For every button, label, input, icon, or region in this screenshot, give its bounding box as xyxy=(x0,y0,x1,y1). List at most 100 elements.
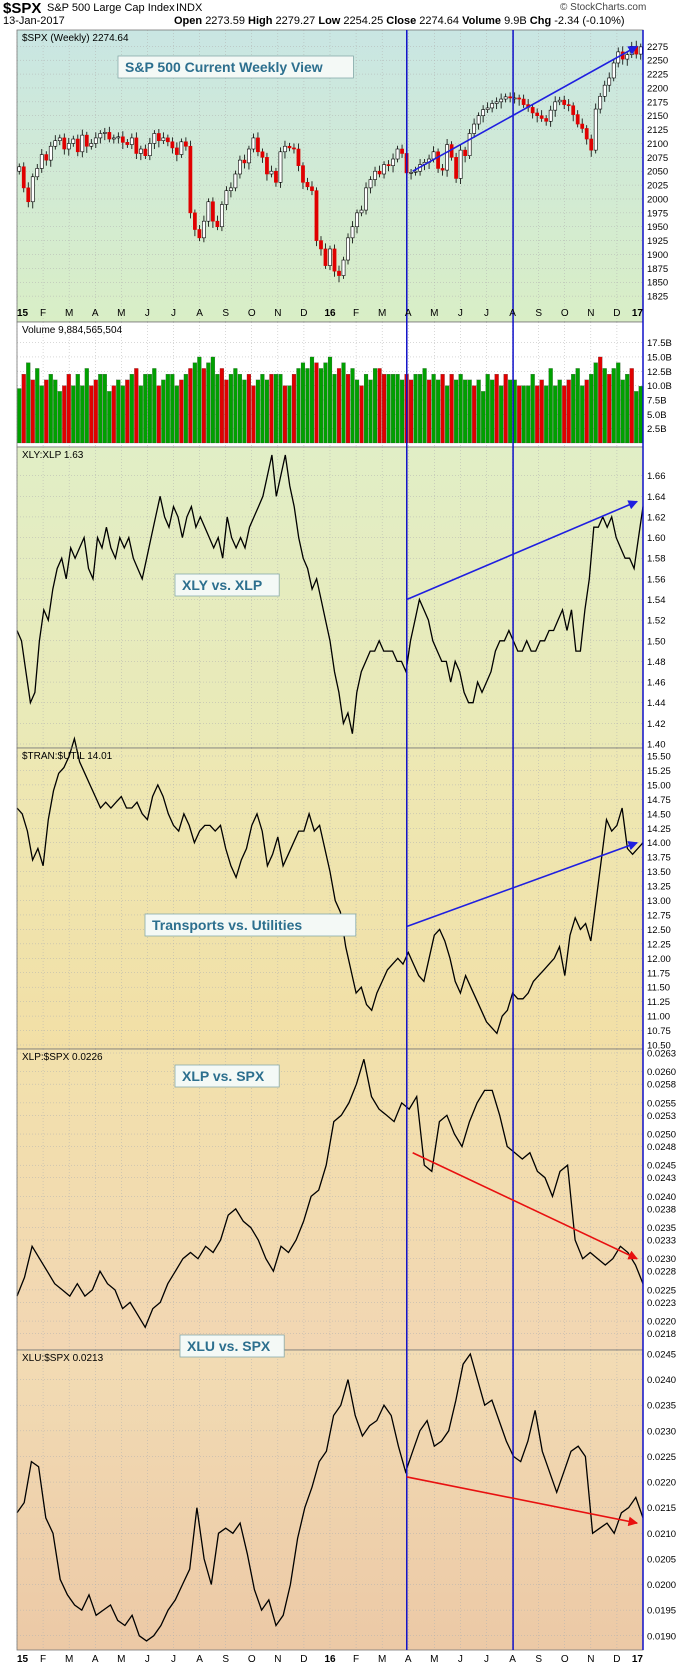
candle xyxy=(571,105,576,115)
candle xyxy=(229,187,233,191)
y-tick-label: 14.50 xyxy=(647,809,671,820)
y-tick-label: 0.0250 xyxy=(647,1130,676,1141)
y-tick-label: 0.0235 xyxy=(647,1401,676,1412)
candle xyxy=(134,137,139,154)
candle xyxy=(377,170,382,175)
candle xyxy=(463,149,467,156)
price-legend: $SPX (Weekly) 2274.64 xyxy=(22,33,129,44)
candle xyxy=(197,229,202,239)
candle xyxy=(337,270,341,276)
candle xyxy=(521,98,526,105)
x-tick-label: J xyxy=(484,308,489,319)
y-tick-label: 1950 xyxy=(647,222,668,233)
y-tick-label: 1.52 xyxy=(647,616,666,627)
x-tick-label: J xyxy=(171,1654,176,1665)
candle xyxy=(175,147,179,155)
y-tick-label: 2025 xyxy=(647,181,668,192)
y-tick-label: 0.0225 xyxy=(647,1452,676,1463)
x-tick-label: M xyxy=(65,308,73,319)
volume-bar xyxy=(129,374,134,444)
candle xyxy=(409,172,413,174)
y-tick-label: 0.0263 xyxy=(647,1049,676,1060)
y-tick-label: 2200 xyxy=(647,83,668,94)
candle xyxy=(193,212,197,230)
candle xyxy=(170,141,175,149)
annotation-label: XLP vs. SPX xyxy=(182,1068,265,1084)
y-tick-label: 0.0230 xyxy=(647,1254,676,1265)
x-tick-label: N xyxy=(587,308,594,319)
volume-bar xyxy=(138,385,143,444)
y-tick-label: 1850 xyxy=(647,278,668,289)
candle xyxy=(355,212,359,228)
x-tick-label: N xyxy=(587,1654,594,1665)
y-tick-label: 0.0223 xyxy=(647,1298,676,1309)
y-tick-label: 12.75 xyxy=(647,910,671,921)
y-tick-label: 2.5B xyxy=(647,424,667,435)
volume-bar xyxy=(584,379,589,444)
x-tick-label: D xyxy=(300,1654,307,1665)
volume-bar xyxy=(616,362,621,444)
volume-bar xyxy=(580,385,585,444)
y-tick-label: 15.00 xyxy=(647,780,671,791)
y-tick-label: 1.54 xyxy=(647,595,666,606)
candle xyxy=(440,168,445,171)
watermark: © StockCharts.com xyxy=(560,2,647,13)
volume-bar xyxy=(445,385,450,444)
candle xyxy=(211,201,215,222)
volume-bar xyxy=(210,356,215,444)
volume-bar xyxy=(35,368,40,444)
candle xyxy=(346,237,350,261)
y-tick-label: 13.00 xyxy=(647,896,671,907)
candle xyxy=(436,151,440,169)
volume-bar xyxy=(170,374,175,444)
volume-bar xyxy=(553,385,558,444)
candle xyxy=(413,170,418,173)
candle xyxy=(75,138,80,153)
y-tick-label: 12.5B xyxy=(647,367,672,378)
candle xyxy=(17,166,22,172)
volume-bar xyxy=(345,374,351,444)
y-tick-label: 0.0218 xyxy=(647,1329,676,1340)
candle xyxy=(575,114,580,125)
candle xyxy=(368,179,373,189)
candle xyxy=(265,157,269,175)
y-tick-label: 15.50 xyxy=(647,752,671,763)
x-tick-label: 16 xyxy=(324,1654,336,1665)
y-tick-label: 0.0220 xyxy=(647,1317,676,1328)
volume-bar xyxy=(557,379,562,444)
volume-bar xyxy=(526,385,531,444)
volume-bar xyxy=(336,368,342,444)
volume-bar xyxy=(327,356,333,444)
volume-bar xyxy=(44,379,49,444)
trendline-arrow xyxy=(412,45,638,172)
volume-bar xyxy=(197,356,202,444)
x-tick-label: F xyxy=(353,308,359,319)
volume-bar xyxy=(521,385,526,444)
candle xyxy=(80,134,85,153)
volume-bar xyxy=(116,379,121,444)
volume-bar xyxy=(174,385,179,444)
volume-bar xyxy=(544,385,549,444)
y-tick-label: 0.0255 xyxy=(647,1098,676,1109)
x-tick-label: S xyxy=(535,1654,542,1665)
ratio2-line xyxy=(16,736,644,1035)
y-tick-label: 12.25 xyxy=(647,939,671,950)
candle xyxy=(278,151,283,183)
volume-bar xyxy=(318,368,324,444)
volume-bar xyxy=(192,362,197,444)
candle xyxy=(35,168,40,178)
candle xyxy=(598,95,603,110)
candle xyxy=(562,99,567,105)
y-tick-label: 1.58 xyxy=(647,554,666,565)
high-value: 2279.27 xyxy=(275,15,316,27)
volume-bar xyxy=(350,368,355,444)
volume-bar xyxy=(156,385,161,444)
volume-bar xyxy=(30,379,35,444)
candle xyxy=(490,103,495,109)
candle xyxy=(611,62,616,79)
volume-bar xyxy=(508,379,513,444)
candle xyxy=(485,107,490,110)
y-tick-label: 10.50 xyxy=(647,1041,671,1052)
candle xyxy=(256,137,260,153)
